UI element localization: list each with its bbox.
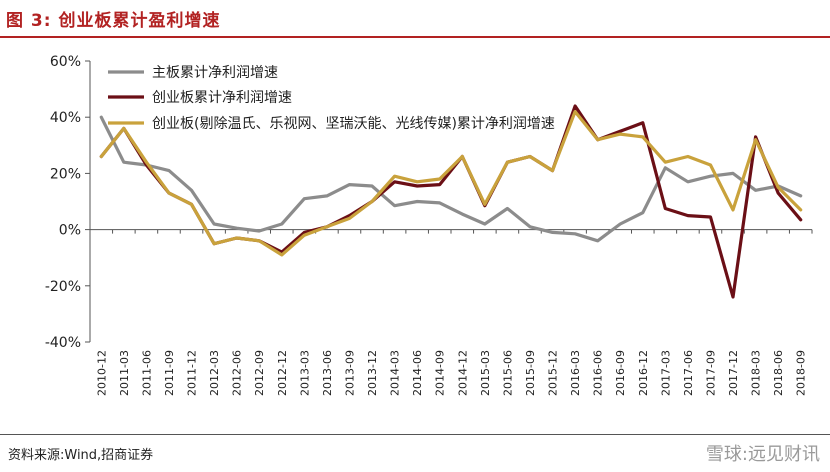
x-tick-label: 2012-03 (208, 350, 221, 396)
x-tick-label: 2016-09 (614, 350, 627, 396)
y-tick-label: 20% (50, 166, 81, 182)
x-tick-label: 2014-12 (456, 350, 469, 396)
x-tick-label: 2013-06 (321, 350, 334, 396)
series-line-3 (99, 109, 803, 257)
x-tick-label: 2011-06 (140, 350, 153, 396)
x-tick-label: 2015-09 (524, 350, 537, 396)
x-tick-label: 2014-09 (434, 350, 447, 396)
x-tick-label: 2011-12 (186, 350, 199, 396)
x-tick-label: 2016-06 (592, 350, 605, 396)
legend-label-background (150, 64, 280, 82)
x-tick-label: 2011-03 (118, 350, 131, 396)
x-tick-label: 2012-09 (253, 350, 266, 396)
x-tick-label: 2010-12 (95, 350, 108, 396)
x-tick-label: 2015-03 (479, 350, 492, 396)
x-tick-label: 2011-09 (163, 350, 176, 396)
y-tick-label: 0% (59, 223, 81, 239)
series-line-2 (99, 104, 803, 299)
x-tick-label: 2013-12 (366, 350, 379, 396)
x-tick-label: 2013-09 (343, 350, 356, 396)
x-tick-label: 2017-12 (727, 350, 740, 396)
title-divider (0, 36, 830, 38)
x-tick-label: 2018-06 (772, 350, 785, 396)
x-tick-label: 2017-09 (704, 350, 717, 396)
y-tick-label: -40% (45, 335, 81, 351)
y-tick-label: 60% (50, 54, 81, 70)
x-tick-label: 2018-03 (750, 350, 763, 396)
legend-label-3: 创业板(剔除温氏、乐视网、坚瑞沃能、光线传媒)累计净利润增速 (152, 116, 555, 132)
series-line-1 (99, 115, 803, 243)
x-tick-label: 2014-03 (389, 350, 402, 396)
x-tick-label: 2013-03 (298, 350, 311, 396)
x-tick-label: 2012-12 (276, 350, 289, 396)
x-tick-label: 2017-03 (659, 350, 672, 396)
x-tick-label: 2017-06 (682, 350, 695, 396)
x-tick-label: 2018-09 (795, 350, 808, 396)
x-tick-label: 2016-12 (637, 350, 650, 396)
x-tick-label: 2015-12 (547, 350, 560, 396)
source-note: 资料来源:Wind,招商证券 (8, 448, 154, 463)
footer-divider (0, 434, 830, 435)
legend-label-background (150, 89, 294, 107)
y-tick-label: -20% (45, 279, 81, 295)
x-tick-label: 2014-06 (411, 350, 424, 396)
y-tick-label: 40% (50, 110, 81, 126)
x-tick-label: 2015-06 (501, 350, 514, 396)
x-tick-label: 2012-06 (231, 350, 244, 396)
watermark: 雪球:远见财讯 (705, 444, 820, 465)
legend-label-1: 主板累计净利润增速 (152, 65, 278, 81)
legend-label-background (150, 115, 557, 133)
legend-label-2: 创业板累计净利润增速 (152, 90, 292, 106)
chart-title: 图 3: 创业板累计盈利增速 (6, 11, 221, 31)
x-tick-label: 2016-03 (569, 350, 582, 396)
